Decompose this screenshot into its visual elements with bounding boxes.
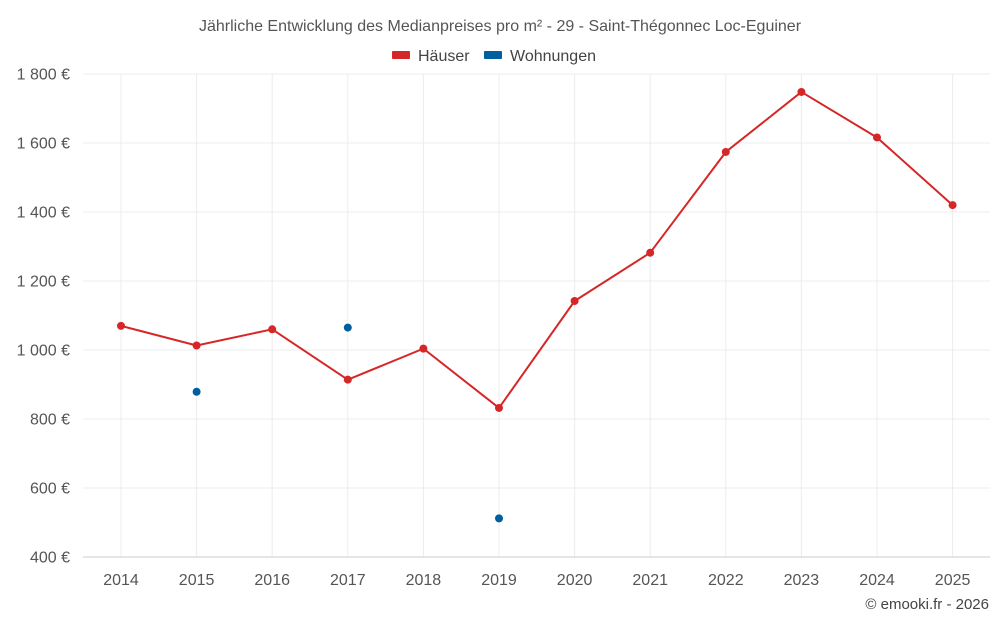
x-tick-label: 2018	[406, 572, 442, 589]
data-point-wohnungen[interactable]	[495, 514, 503, 523]
gridlines	[83, 73, 990, 557]
x-tick-label: 2024	[859, 572, 895, 589]
x-tick-label: 2020	[557, 572, 593, 589]
credit: © emooki.fr - 2026	[865, 596, 989, 613]
x-tick-labels: 2014 2015 2016 2017 2018 2019 2020 2021 2022 2023…	[103, 572, 970, 589]
data-point-haeuser[interactable]	[117, 321, 125, 330]
data-point-wohnungen[interactable]	[192, 387, 201, 396]
data-point-haeuser[interactable]	[192, 341, 201, 350]
y-tick-label: 400 €	[30, 550, 70, 567]
y-tick-label: 600 €	[30, 481, 70, 498]
data-point-wohnungen[interactable]	[343, 323, 352, 332]
x-tick-label: 2017	[330, 572, 366, 589]
data-point-haeuser[interactable]	[495, 403, 503, 412]
data-point-haeuser[interactable]	[646, 248, 655, 257]
series	[117, 87, 957, 523]
y-tick-label: 800 €	[30, 412, 70, 429]
legend-item-wohnungen[interactable]: Wohnungen	[484, 48, 596, 65]
data-point-haeuser[interactable]	[721, 147, 730, 156]
data-point-haeuser[interactable]	[268, 325, 277, 334]
x-tick-label: 2019	[481, 572, 517, 589]
legend-label-haeuser: Häuser	[418, 48, 470, 65]
data-point-haeuser[interactable]	[343, 375, 352, 384]
chart-title: Jährliche Entwicklung des Medianpreises …	[199, 18, 802, 35]
series-line-haeuser	[120, 90, 954, 409]
x-tick-label: 2025	[935, 572, 971, 589]
data-point-haeuser[interactable]	[797, 87, 806, 96]
y-tick-label: 1 600 €	[17, 136, 70, 153]
legend-swatch-haeuser	[392, 51, 410, 59]
data-point-haeuser[interactable]	[948, 201, 957, 210]
x-tick-label: 2014	[103, 572, 139, 589]
x-tick-label: 2022	[708, 572, 744, 589]
y-tick-label: 1 000 €	[17, 343, 70, 360]
legend[interactable]: Häuser Wohnungen	[392, 48, 596, 65]
y-tick-label: 1 400 €	[17, 205, 70, 222]
x-tick-label: 2016	[254, 572, 290, 589]
legend-label-wohnungen: Wohnungen	[510, 48, 596, 65]
x-tick-label: 2021	[632, 572, 668, 589]
x-tick-label: 2023	[784, 572, 820, 589]
data-point-haeuser[interactable]	[419, 344, 428, 353]
data-point-haeuser[interactable]	[873, 133, 881, 142]
y-tick-labels: 400 € 600 € 800 € 1 000 € 1 200 € 1 400 € 1 60…	[17, 67, 70, 567]
legend-swatch-wohnungen	[484, 51, 502, 59]
y-tick-label: 1 200 €	[17, 274, 70, 291]
legend-item-haeuser[interactable]: Häuser	[392, 48, 470, 65]
data-point-haeuser[interactable]	[570, 297, 579, 306]
x-tick-label: 2015	[179, 572, 215, 589]
y-tick-label: 1 800 €	[17, 67, 70, 84]
